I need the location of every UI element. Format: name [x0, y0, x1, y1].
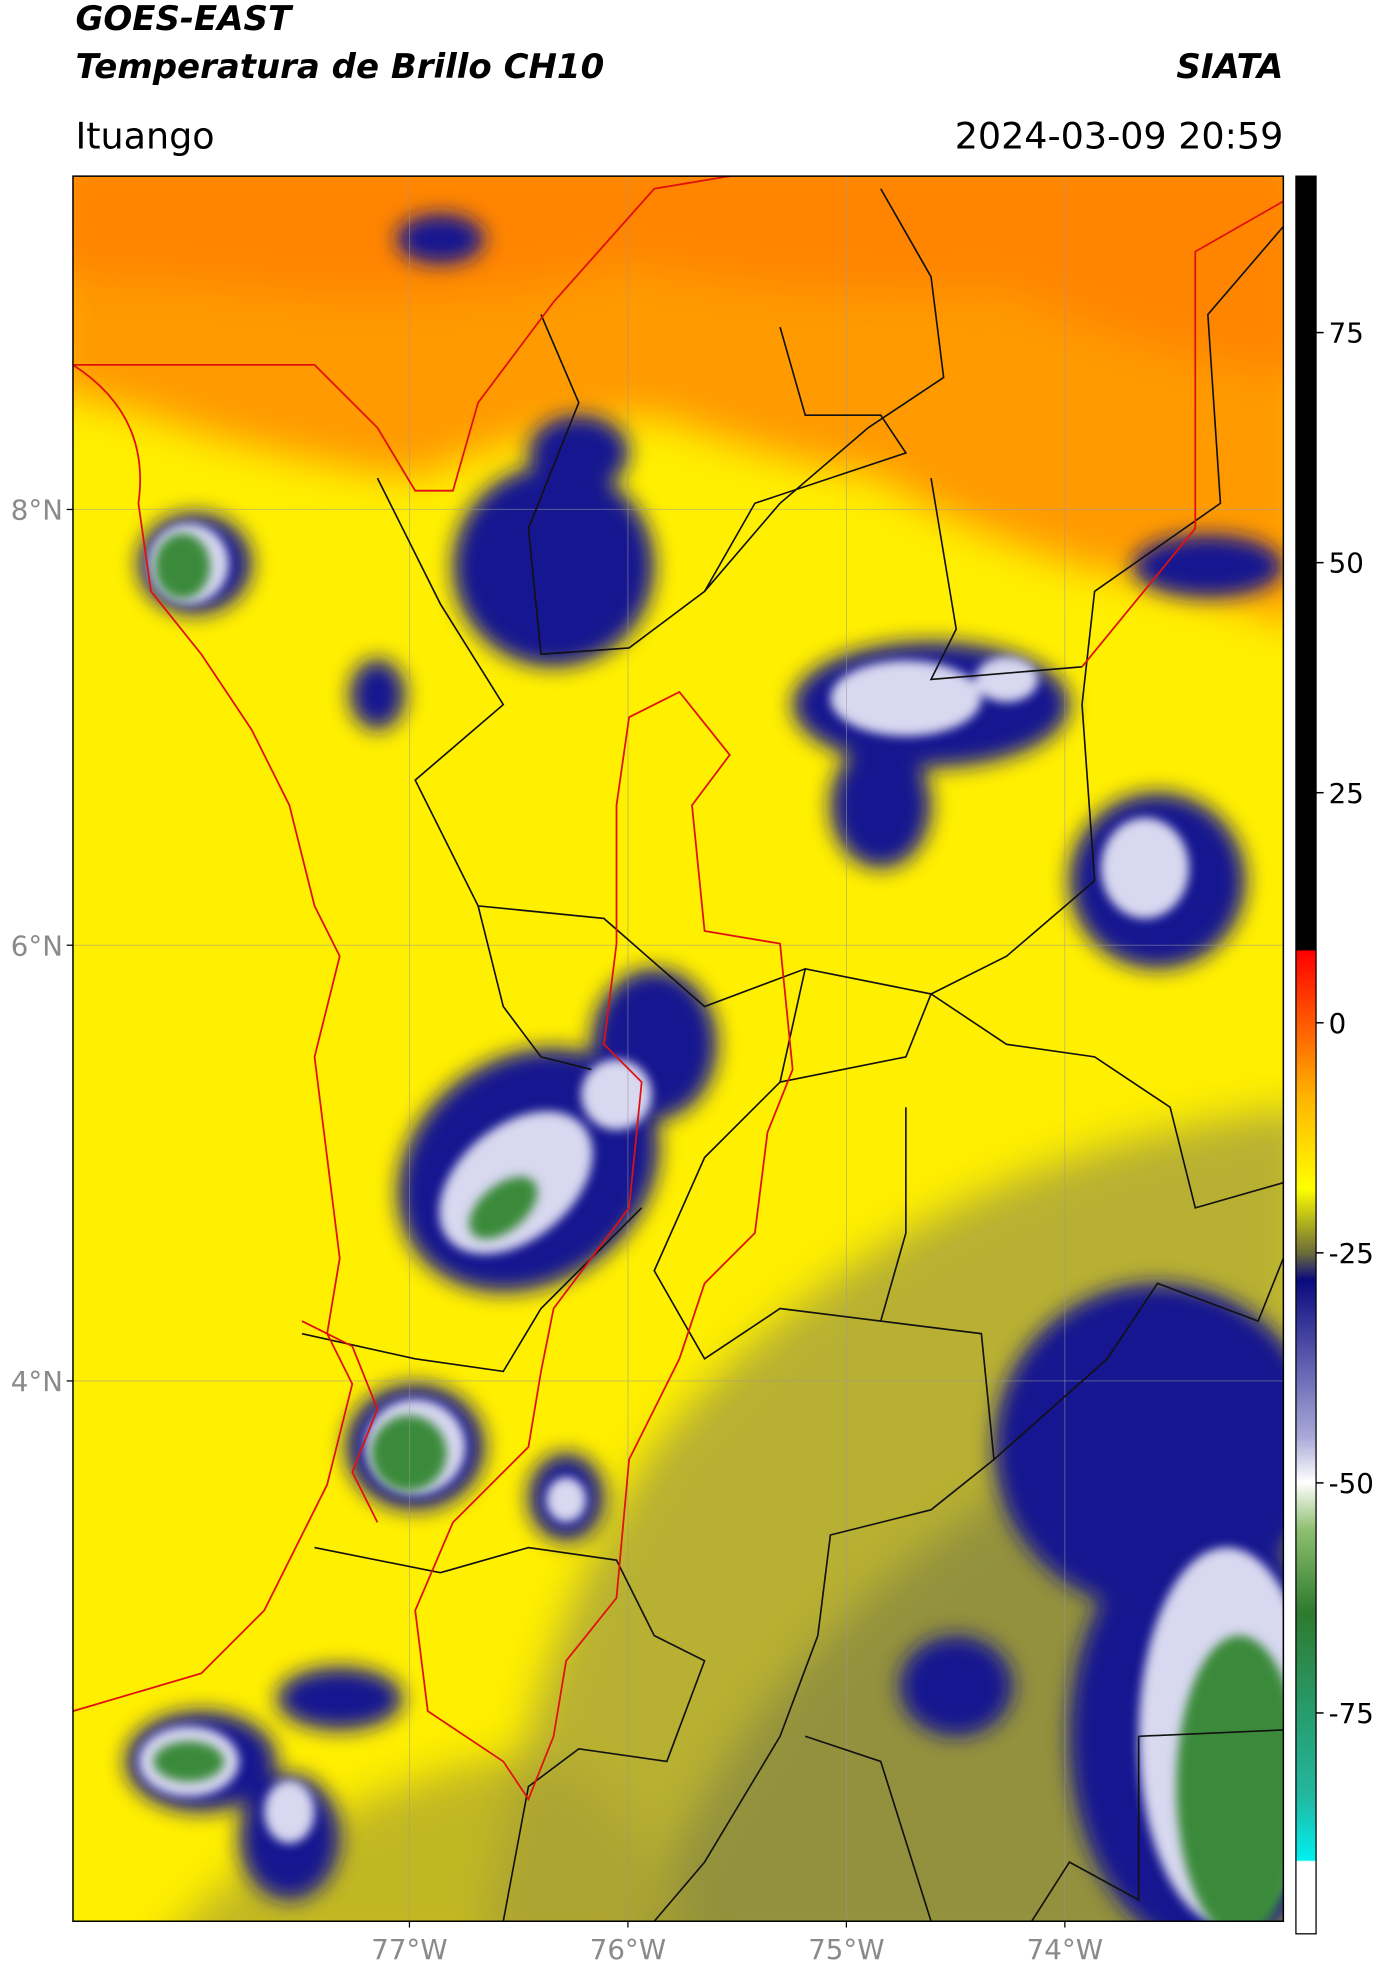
map-imagery: [72, 176, 1284, 1922]
lat-tick-label: 8°N: [11, 494, 63, 527]
borders: [301, 188, 1284, 1922]
colorbar-tick-label: 50: [1329, 547, 1364, 580]
product: Temperatura de Brillo CH10: [75, 47, 604, 87]
colorbar-tick-label: -25: [1329, 1237, 1374, 1270]
lat-tick-label: 6°N: [11, 929, 63, 962]
lon-tick-label: 76°W: [590, 1933, 666, 1966]
colorbar-tick-label: -50: [1329, 1467, 1374, 1500]
colorbar-tick-label: -75: [1329, 1697, 1374, 1730]
lon-tick-label: 74°W: [1027, 1933, 1103, 1966]
satellite: GOES-EAST: [75, 0, 293, 39]
colorbar: [1295, 175, 1317, 1935]
timestamp: 2024-03-09 20:59: [955, 114, 1284, 157]
colorbar-tick-label: 0: [1329, 1007, 1347, 1040]
lat-tick-label: 4°N: [11, 1365, 63, 1398]
map-frame: [72, 175, 1285, 1922]
lon-tick-label: 75°W: [808, 1933, 884, 1966]
colorbar-tick-label: 75: [1329, 317, 1364, 350]
colorbar-tick-label: 25: [1329, 777, 1364, 810]
region: Ituango: [75, 114, 214, 157]
lon-tick-label: 77°W: [371, 1933, 447, 1966]
highlight-borders: [72, 176, 1284, 1802]
source: SIATA: [1176, 47, 1283, 87]
